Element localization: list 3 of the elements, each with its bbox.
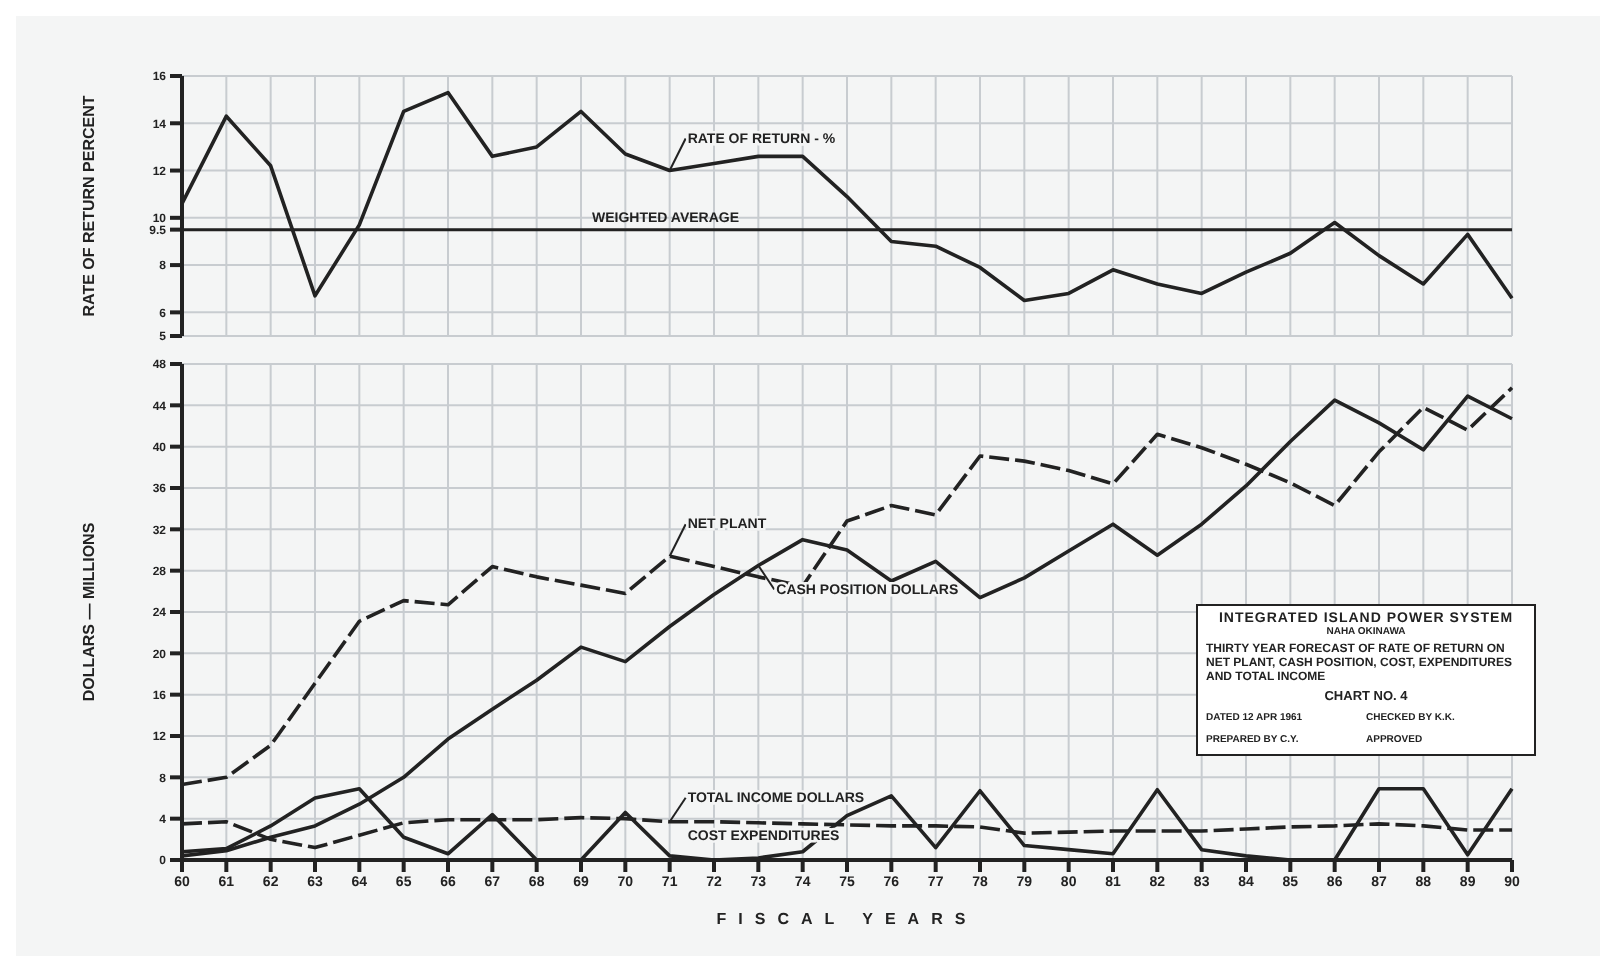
x-axis-title: FISCAL YEARS [716, 910, 978, 928]
y-axis-title: RATE OF RETURN PERCENT [79, 95, 98, 317]
y-axis-title: DOLLARS — MILLIONS [79, 521, 98, 702]
